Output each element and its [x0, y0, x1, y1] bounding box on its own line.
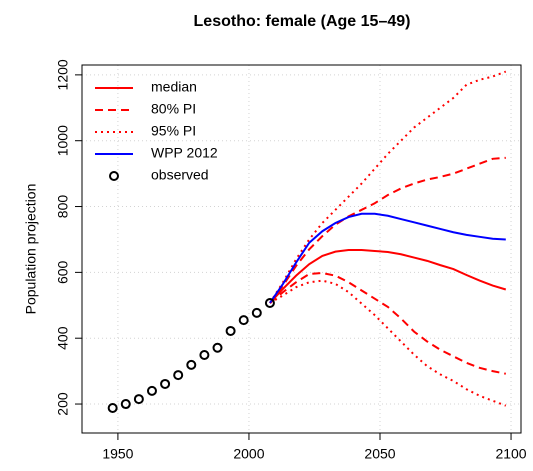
plot-frame — [81, 64, 522, 434]
x-tick-label: 1950 — [102, 446, 133, 462]
legend-label: median — [151, 79, 197, 95]
series-line — [269, 156, 506, 304]
series-line — [269, 212, 506, 304]
series-line — [269, 248, 507, 304]
legend-label: 80% PI — [151, 101, 196, 117]
observed-point — [146, 385, 157, 396]
y-tick-label: 1000 — [55, 125, 71, 156]
x-tick-label: 2050 — [364, 446, 395, 462]
observed-point — [107, 402, 118, 413]
observed-point — [212, 342, 223, 353]
observed-point — [264, 297, 275, 308]
legend-label: WPP 2012 — [151, 145, 218, 161]
legend-label: 95% PI — [151, 123, 196, 139]
legend-swatch — [109, 171, 119, 181]
chart-title: Lesotho: female (Age 15–49) — [194, 13, 411, 30]
y-tick-label: 200 — [55, 392, 71, 416]
observed-point — [160, 378, 171, 389]
series-line — [269, 279, 507, 407]
y-tick-label: 1200 — [55, 59, 71, 90]
series-line — [269, 272, 506, 375]
observed-point — [173, 370, 184, 381]
observed-point — [133, 394, 144, 405]
legend-label: observed — [151, 167, 209, 183]
observed-point — [186, 359, 197, 370]
observed-point — [251, 307, 262, 318]
x-tick-label: 2000 — [233, 446, 264, 462]
observed-point — [199, 349, 210, 360]
observed-point — [238, 315, 249, 326]
x-tick-label: 2100 — [495, 446, 526, 462]
y-axis-label: Population projection — [23, 184, 39, 315]
observed-point — [120, 399, 131, 410]
y-tick-label: 600 — [55, 260, 71, 284]
y-tick-label: 800 — [55, 195, 71, 219]
y-tick-label: 400 — [55, 326, 71, 350]
observed-point — [225, 325, 236, 336]
